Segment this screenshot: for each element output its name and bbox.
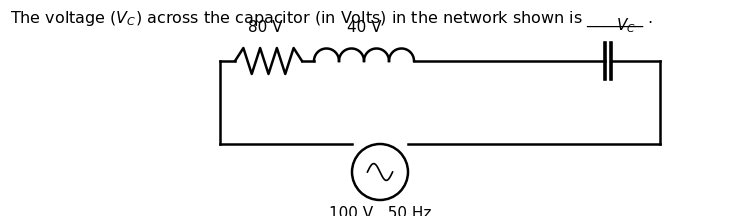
- Text: $V_C$: $V_C$: [616, 16, 636, 35]
- Text: 80 V: 80 V: [248, 20, 282, 35]
- Text: The voltage ($V_C$) across the capacitor (in Volts) in the network shown is ____: The voltage ($V_C$) across the capacitor…: [10, 10, 653, 29]
- Text: 100 V,  50 Hz: 100 V, 50 Hz: [329, 206, 431, 216]
- Text: 40 V: 40 V: [347, 20, 381, 35]
